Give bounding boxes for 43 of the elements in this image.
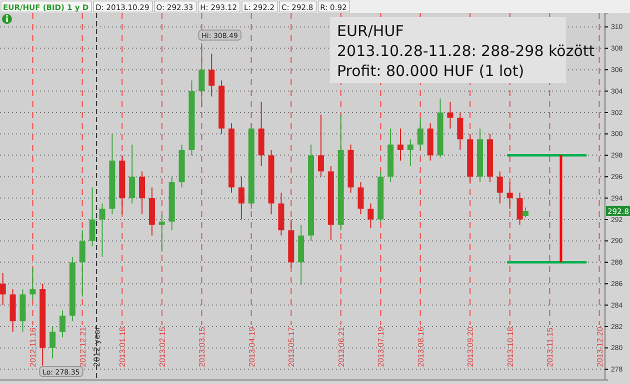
annotation: Profit: 80.000 HUF (1 lot): [337, 62, 524, 80]
candlestick: [129, 144, 136, 204]
candlestick: [79, 230, 86, 298]
ref-line-label: 2012 year: [92, 326, 102, 367]
candlestick: [0, 272, 6, 306]
candlestick: [318, 114, 324, 178]
x-tick-label: 2013.08.16: [416, 326, 426, 367]
candlestick: [139, 170, 146, 215]
candlestick: [59, 310, 66, 338]
candlestick: [238, 176, 244, 220]
candlestick: [407, 138, 414, 167]
text: 2013.10.28-11.28: 288-298 között: [337, 42, 595, 60]
candlestick: [89, 186, 96, 247]
candlestick: [417, 117, 424, 150]
x-tick-label: 2013.04.19: [247, 326, 256, 367]
x-tick-label: 2013.01.18: [118, 326, 128, 367]
candlestick: [30, 267, 36, 300]
candlestick: [506, 182, 513, 210]
candlestick: [99, 202, 106, 258]
x-tick-label: 2013.09.20: [466, 326, 476, 367]
candlestick: [50, 326, 56, 360]
x-tick-label: 2013.12.20: [595, 326, 604, 367]
candlestick: [198, 42, 205, 108]
candlestick: [522, 207, 528, 218]
x-tick-label: 2013.06.21: [336, 326, 346, 367]
x-tick-label: 2012.11.16: [28, 327, 38, 367]
x-tick-label: 2013.07.19: [376, 326, 386, 367]
x-tick-label: 2013.10.18: [506, 326, 515, 367]
x-tick-label: 2013.02.15: [158, 326, 167, 367]
candlestick: [496, 170, 503, 204]
candlestick: [158, 214, 165, 252]
candlestick: [368, 202, 374, 229]
text: EUR/HUF: [337, 22, 404, 40]
candlestick: [457, 112, 464, 150]
x-tick-label: 2013.05.17: [287, 326, 296, 367]
candlestick: [397, 128, 404, 162]
candlestick: [516, 192, 523, 226]
candlestick: [358, 182, 364, 215]
x-tick-label: 2013.11.15: [546, 327, 555, 367]
x-tick-label: 2012.12.21: [78, 326, 88, 367]
candlestick: [447, 101, 454, 130]
x-tick-label: 2013.03.15: [198, 326, 207, 367]
candlestick: [208, 53, 215, 97]
